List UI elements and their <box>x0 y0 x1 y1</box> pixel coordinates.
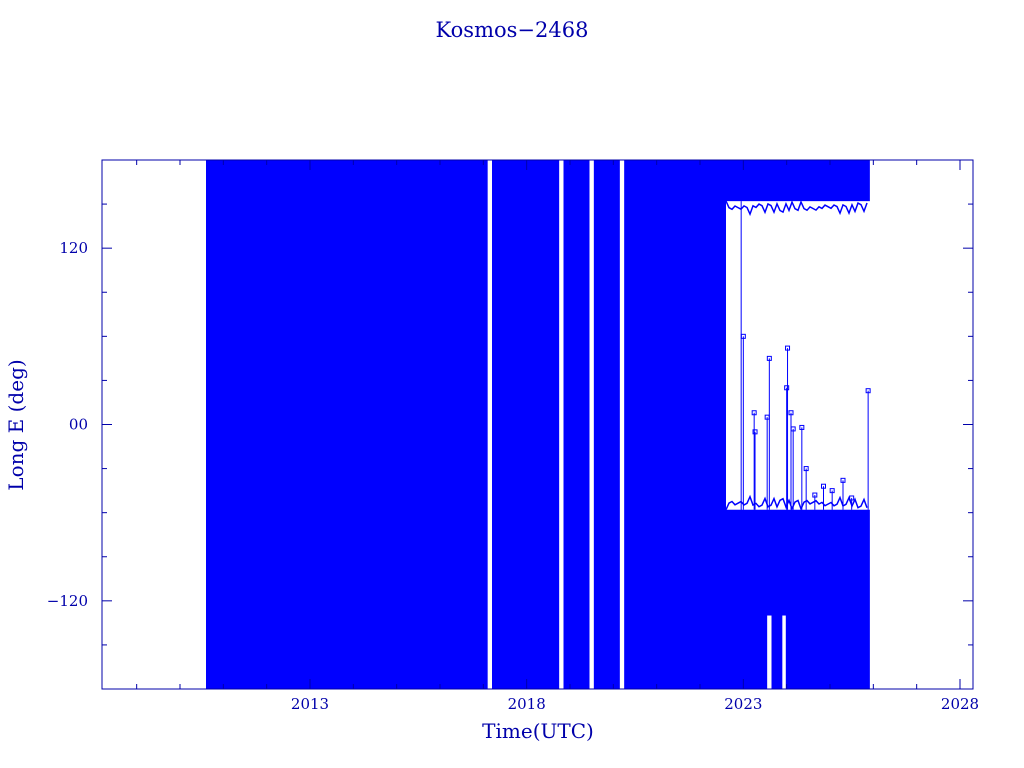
data-point-17 <box>865 388 871 394</box>
data-segment-1 <box>726 160 870 202</box>
x-tick-label: 2013 <box>291 695 329 713</box>
data-point-16 <box>849 495 855 501</box>
data-segment-0 <box>206 160 726 689</box>
data-point-2 <box>751 410 757 416</box>
data-point-8 <box>788 410 794 416</box>
band-edge-2 <box>725 494 868 511</box>
y-tick-label: 00 <box>69 416 88 434</box>
chart-title: Kosmos−2468 <box>436 18 589 42</box>
band-edge-1 <box>725 200 868 217</box>
data-point-12 <box>812 492 818 498</box>
data-point-13 <box>821 483 826 489</box>
data-point-0 <box>738 513 744 519</box>
trace-gap-3 <box>619 160 625 689</box>
data-point-1 <box>740 333 746 339</box>
data-point-14 <box>829 488 835 494</box>
data-point-6 <box>785 345 791 351</box>
data-point-15 <box>840 477 846 483</box>
data-point-11 <box>803 466 809 472</box>
trace-gap-2 <box>589 160 594 689</box>
x-tick-label: 2028 <box>941 695 979 713</box>
x-axis: 2013 2018 2023 2028 <box>136 160 979 713</box>
y-axis: 120 00 −120 <box>47 159 973 690</box>
x-axis-label: Time(UTC) <box>482 719 594 743</box>
data-point-10 <box>799 424 805 430</box>
data-point-9 <box>790 426 796 432</box>
trace-gap-4 <box>767 615 772 689</box>
trace-gap-0 <box>487 160 492 689</box>
x-tick-label: 2023 <box>724 695 762 713</box>
plot-area <box>206 160 871 689</box>
data-point-4 <box>766 355 772 361</box>
trace-gap-1 <box>559 160 564 689</box>
y-tick-label: 120 <box>59 239 88 257</box>
data-point-3 <box>752 429 758 435</box>
data-segment-2 <box>726 509 870 689</box>
y-tick-label: −120 <box>47 592 88 610</box>
y-axis-label: Long E (deg) <box>4 359 28 490</box>
plot-frame <box>101 159 974 690</box>
data-point-5 <box>764 414 770 420</box>
x-tick-label: 2018 <box>508 695 546 713</box>
data-point-7 <box>784 385 790 391</box>
trace-gap-5 <box>782 615 786 689</box>
